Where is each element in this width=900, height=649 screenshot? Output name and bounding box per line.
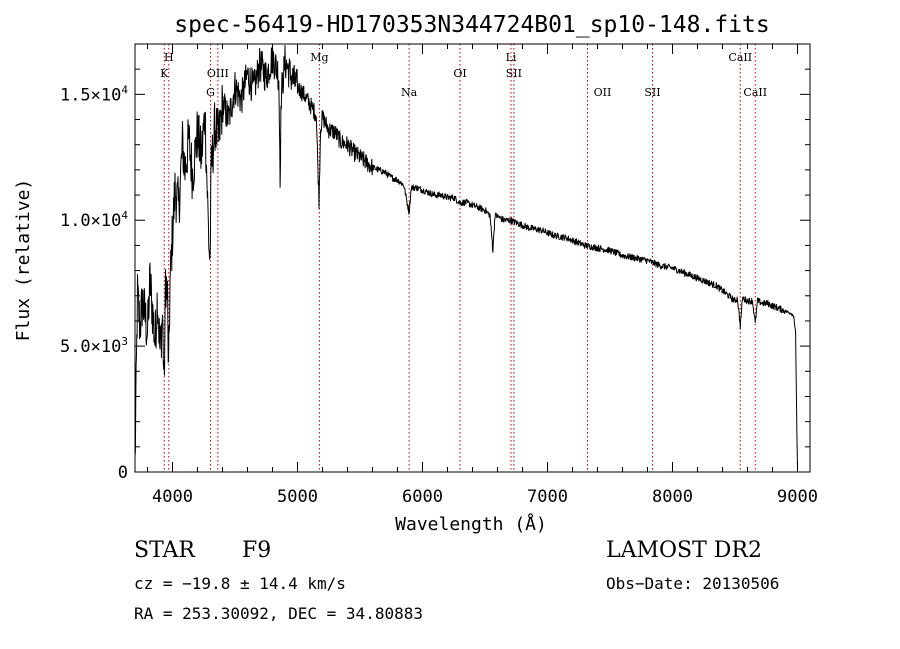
spectral-line-label-na: Na	[401, 86, 418, 99]
spectrum-line	[134, 43, 798, 470]
spectral-line-label-k: K	[160, 67, 169, 80]
spectral-line-label-li: Li	[506, 51, 517, 64]
spectral-line-markers	[163, 44, 756, 472]
spectral-line-label-sii: SII	[644, 86, 660, 99]
y-tick-label: 1.0×104	[60, 209, 128, 231]
x-tick-label: 4000	[152, 487, 193, 507]
spectral-line-label-caii: CaII	[728, 51, 752, 64]
sky-coordinates: RA = 253.30092, DEC = 34.80883	[134, 604, 423, 623]
spectral-line-label-h: H	[164, 51, 174, 64]
x-tick-label: 9000	[777, 487, 818, 507]
redshift-velocity: cz = −19.8 ± 14.4 km/s	[134, 574, 346, 593]
y-axis-label: Flux (relative)	[13, 179, 34, 342]
x-tick-label: 7000	[527, 487, 568, 507]
chart-title: spec-56419-HD170353N344724B01_sp10-148.f…	[174, 12, 769, 38]
spectral-line-label-sii: SII	[506, 67, 522, 80]
spectral-line-labels: HK OIII G Mg Na OI Li SII OII SII CaII CaII	[160, 51, 767, 99]
observation-date: Obs−Date: 20130506	[606, 574, 780, 593]
spectrum-series	[134, 43, 798, 470]
x-tick-label: 6000	[402, 487, 443, 507]
spectral-line-label-oiii: OIII	[207, 67, 229, 80]
y-tick-label: 1.5×104	[60, 83, 128, 105]
survey-name: LAMOST DR2	[606, 538, 762, 563]
x-axis-label: Wavelength (Å)	[395, 513, 547, 535]
y-axis-ticks: 0 5.0×103 1.0×104 1.5×104	[60, 43, 810, 483]
spectral-line-label-caii: CaII	[743, 86, 767, 99]
x-tick-label: 8000	[652, 487, 693, 507]
spectral-line-label-g: G	[206, 86, 215, 99]
x-axis-ticks: 4000 5000 6000 7000 8000 9000	[147, 44, 818, 507]
spectral-line-label-oii: OII	[594, 86, 612, 99]
spectral-line-label-oi: OI	[453, 67, 466, 80]
spectral-line-label-mg: Mg	[310, 51, 328, 64]
spectral-subclass: F9	[242, 538, 272, 563]
plot-frame	[134, 43, 811, 473]
y-tick-label: 5.0×103	[60, 335, 128, 357]
x-tick-label: 5000	[277, 487, 318, 507]
y-tick-label: 0	[118, 463, 128, 483]
object-type: STAR	[134, 538, 195, 563]
